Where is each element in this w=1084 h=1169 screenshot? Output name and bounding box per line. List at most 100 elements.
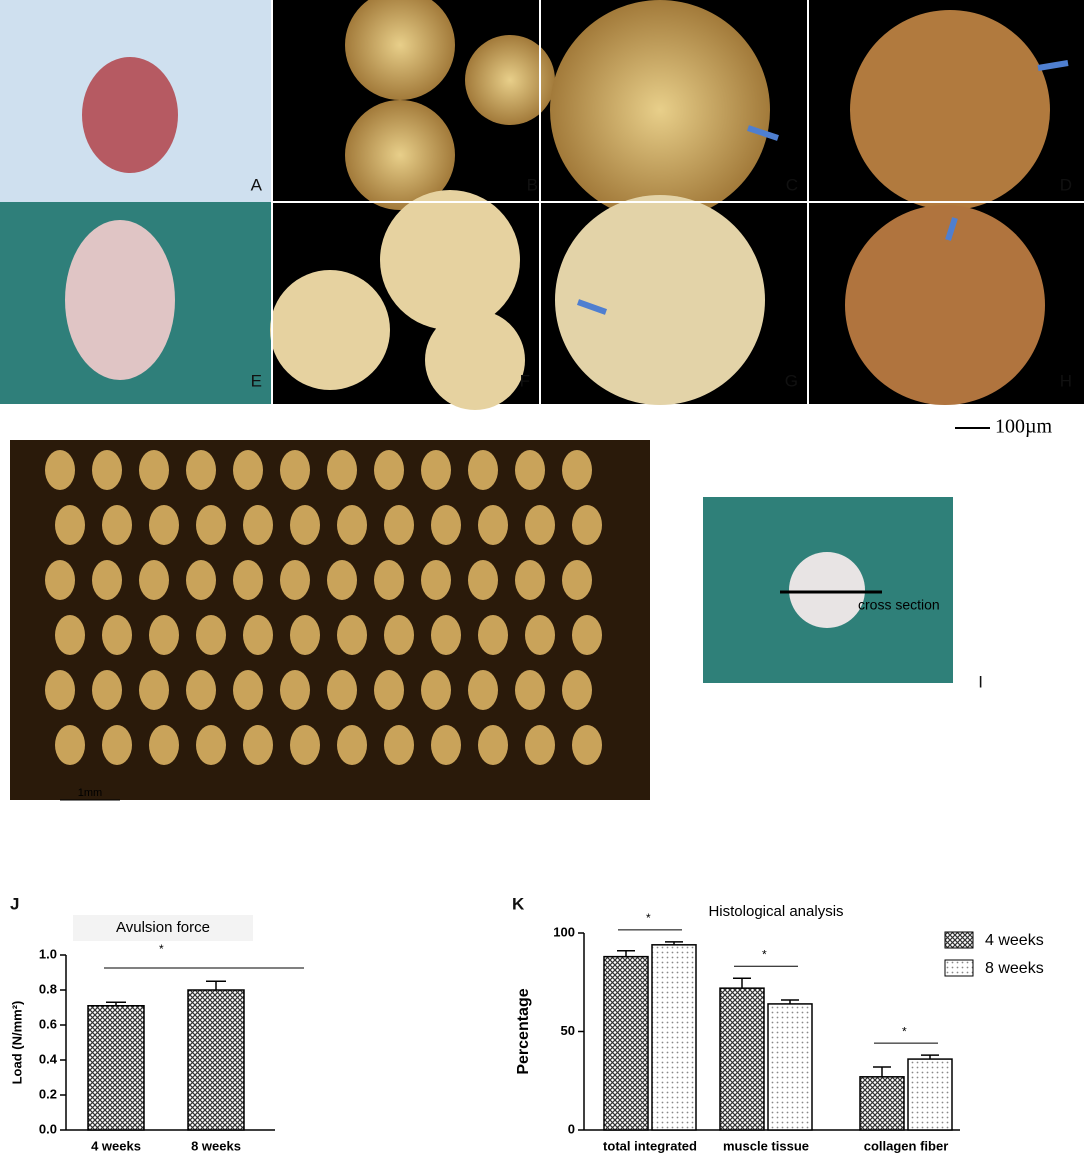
pore bbox=[384, 505, 414, 545]
y-tick-label: 0.4 bbox=[39, 1051, 58, 1066]
specimen bbox=[82, 57, 178, 173]
bar bbox=[859, 1076, 905, 1131]
pore bbox=[92, 670, 122, 710]
error-bar bbox=[873, 1066, 891, 1077]
pore bbox=[337, 505, 367, 545]
legend-swatch bbox=[944, 931, 974, 949]
pore bbox=[468, 450, 498, 490]
pore bbox=[45, 560, 75, 600]
bar bbox=[87, 1005, 145, 1131]
pore bbox=[280, 560, 310, 600]
pore bbox=[45, 670, 75, 710]
bar bbox=[651, 944, 697, 1131]
pore bbox=[380, 190, 520, 330]
sig-mark: * bbox=[902, 1024, 907, 1038]
error-bar bbox=[665, 941, 683, 945]
x-tick-label: 8 weeks bbox=[191, 1138, 241, 1153]
bar bbox=[187, 989, 245, 1131]
chart-title: Histological analysis bbox=[708, 903, 843, 920]
pore bbox=[139, 670, 169, 710]
scale-label: 1mm bbox=[78, 787, 102, 799]
pore bbox=[186, 560, 216, 600]
pore bbox=[478, 615, 508, 655]
pore bbox=[468, 670, 498, 710]
pore bbox=[280, 450, 310, 490]
sig-mark: * bbox=[159, 942, 164, 956]
pore bbox=[421, 450, 451, 490]
pore bbox=[384, 615, 414, 655]
pore bbox=[243, 725, 273, 765]
panel-label: I bbox=[978, 672, 983, 691]
pore bbox=[337, 725, 367, 765]
error-bar bbox=[617, 949, 635, 957]
pore bbox=[562, 670, 592, 710]
error-bar bbox=[733, 977, 751, 989]
title-bg bbox=[73, 915, 253, 941]
pore bbox=[149, 505, 179, 545]
pore bbox=[478, 505, 508, 545]
pore bbox=[850, 10, 1050, 210]
pore bbox=[55, 505, 85, 545]
pore bbox=[431, 505, 461, 545]
scaffold bbox=[789, 552, 865, 628]
pore bbox=[233, 670, 263, 710]
panel-label: F bbox=[520, 371, 530, 390]
error-bar bbox=[781, 999, 799, 1004]
pore bbox=[186, 450, 216, 490]
pore bbox=[572, 505, 602, 545]
pore bbox=[431, 725, 461, 765]
pore bbox=[845, 205, 1045, 405]
pore bbox=[45, 450, 75, 490]
arrow bbox=[576, 299, 608, 315]
pore bbox=[515, 450, 545, 490]
pore bbox=[550, 0, 770, 220]
pore bbox=[233, 450, 263, 490]
pore bbox=[562, 450, 592, 490]
pore bbox=[139, 450, 169, 490]
pore bbox=[92, 560, 122, 600]
pore bbox=[270, 270, 390, 390]
pore bbox=[525, 615, 555, 655]
bar bbox=[767, 1003, 813, 1131]
panel-label: C bbox=[786, 175, 798, 194]
pore bbox=[421, 560, 451, 600]
pore bbox=[374, 560, 404, 600]
arrow bbox=[747, 125, 779, 141]
pore bbox=[196, 505, 226, 545]
pore bbox=[149, 615, 179, 655]
pore bbox=[327, 560, 357, 600]
pore bbox=[102, 615, 132, 655]
bar bbox=[719, 987, 765, 1131]
pore bbox=[515, 670, 545, 710]
pore bbox=[345, 100, 455, 210]
bar bbox=[603, 955, 649, 1131]
pore bbox=[572, 615, 602, 655]
error-bar bbox=[206, 980, 226, 990]
y-tick-label: 0.6 bbox=[39, 1016, 57, 1031]
pore bbox=[468, 560, 498, 600]
y-tick-label: 0 bbox=[568, 1121, 575, 1136]
pore bbox=[243, 615, 273, 655]
pore bbox=[233, 560, 263, 600]
y-tick-label: 0.2 bbox=[39, 1086, 57, 1101]
pore bbox=[186, 670, 216, 710]
panel-label: K bbox=[512, 894, 525, 913]
pore bbox=[525, 505, 555, 545]
chart-title: Avulsion force bbox=[116, 919, 210, 936]
panel-label: D bbox=[1060, 175, 1072, 194]
y-tick-label: 100 bbox=[553, 924, 575, 939]
bar bbox=[907, 1058, 953, 1131]
legend-label: 4 weeks bbox=[985, 932, 1044, 949]
legend-swatch bbox=[944, 959, 974, 977]
x-tick-label: collagen fiber bbox=[864, 1138, 949, 1153]
pore bbox=[562, 560, 592, 600]
error-bar bbox=[921, 1054, 939, 1060]
pore bbox=[139, 560, 169, 600]
inset-label: cross section bbox=[858, 597, 940, 613]
pore bbox=[290, 725, 320, 765]
x-tick-label: total integrated bbox=[603, 1138, 697, 1153]
pore bbox=[555, 195, 765, 405]
pore bbox=[478, 725, 508, 765]
panel-label: H bbox=[1060, 371, 1072, 390]
